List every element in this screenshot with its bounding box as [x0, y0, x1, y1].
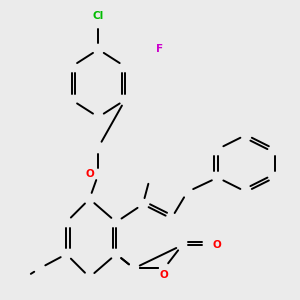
Text: O: O: [212, 240, 221, 250]
Text: F: F: [156, 44, 163, 54]
Text: O: O: [160, 270, 169, 280]
Text: O: O: [85, 169, 94, 179]
Text: Cl: Cl: [93, 11, 104, 21]
